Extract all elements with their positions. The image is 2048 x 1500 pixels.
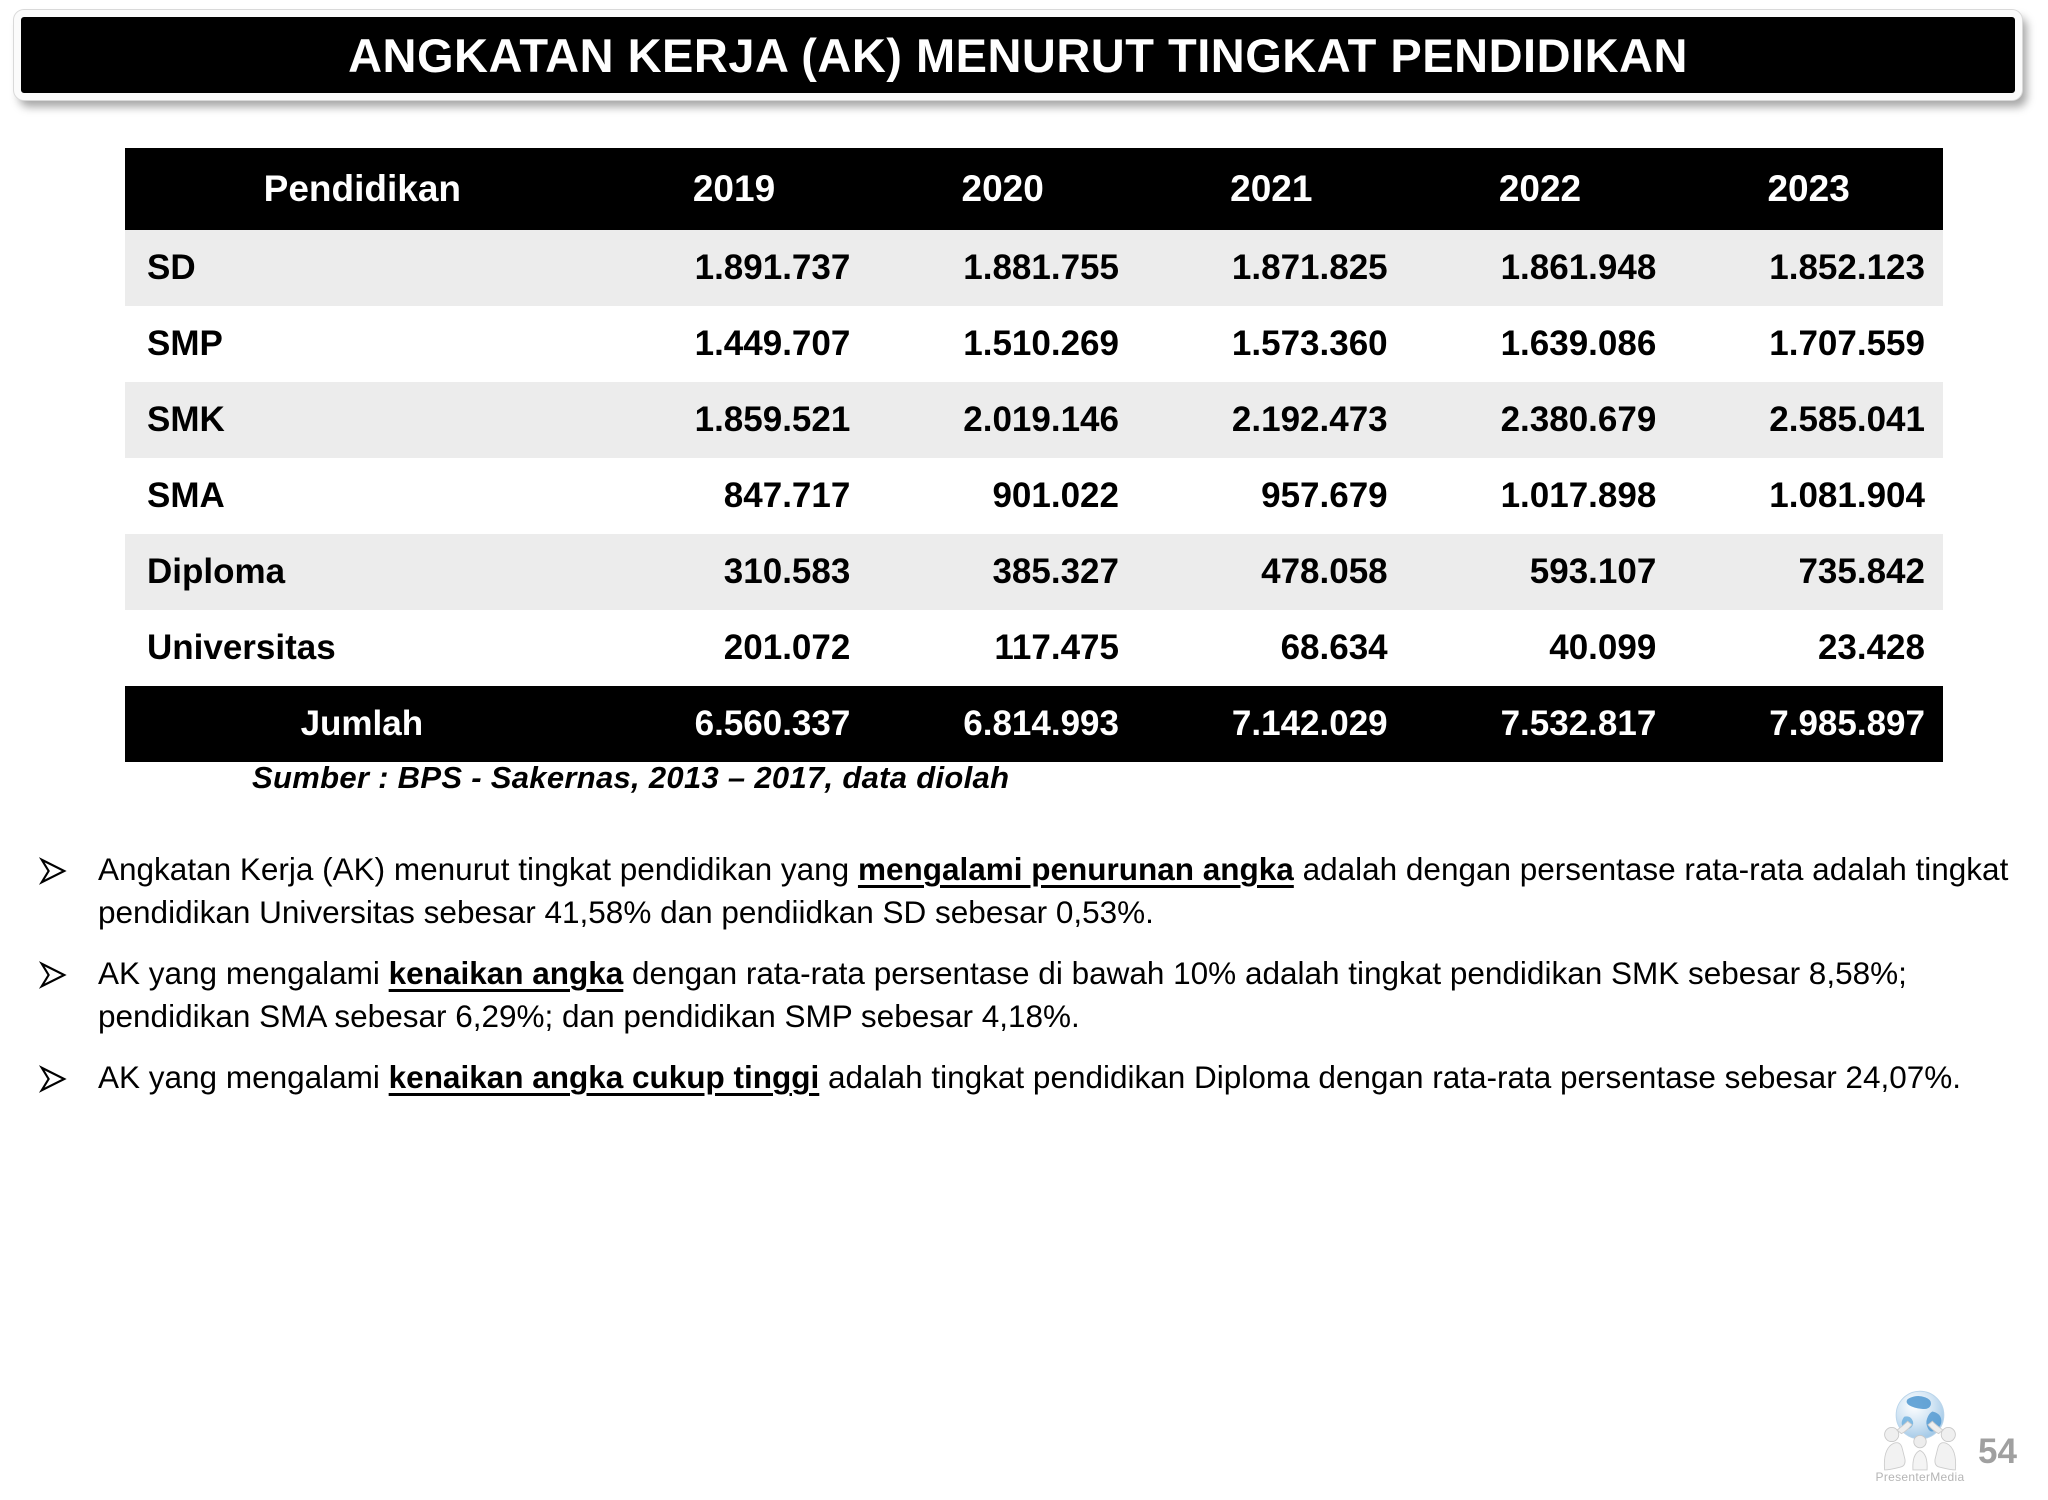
row-label: SD — [125, 230, 600, 306]
table-row: SMA 847.717 901.022 957.679 1.017.898 1.081.9… — [125, 458, 1943, 534]
presentermedia-logo: PresenterMedia — [1868, 1386, 1972, 1496]
page-title: ANGKATAN KERJA (AK) MENURUT TINGKAT PEND… — [348, 28, 1688, 82]
bullet-text-emphasis: kenaikan angka — [388, 954, 624, 991]
bullet-text-emphasis: kenaikan angka cukup tinggi — [388, 1058, 820, 1095]
total-value: 6.814.993 — [868, 686, 1137, 762]
table-row: SMP 1.449.707 1.510.269 1.573.360 1.639.086 1… — [125, 306, 1943, 382]
cell-value: 2.192.473 — [1136, 382, 1406, 458]
bullet-text-segment: AK yang mengalami — [98, 954, 389, 991]
bullet-text: AK yang mengalami kenaikan angka cukup t… — [98, 1056, 2013, 1105]
total-value: 7.142.029 — [1136, 686, 1406, 762]
cell-value: 957.679 — [1261, 476, 1388, 515]
cell-value: 1.573.360 — [1231, 324, 1388, 363]
bullet-text-segment: Angkatan Kerja (AK) menurut tingkat pend… — [98, 851, 858, 887]
bullet-text-segment: adalah dengan persentase rata-rata adala… — [98, 851, 2009, 931]
bullet-arrow-icon — [38, 952, 98, 1039]
cell-value: 40.099 — [1549, 628, 1657, 667]
cell-value: 1.852.123 — [1674, 230, 1943, 306]
bullet-text-segment: adalah tingkat pendidikan Diploma dengan… — [819, 1058, 1962, 1095]
cell-value: 478.058 — [1136, 534, 1406, 610]
cell-value: 310.583 — [599, 534, 869, 610]
cell-value: 385.327 — [868, 534, 1137, 610]
table-row: SD 1.891.737 1.881.755 1.871.825 1.861.948 1.… — [125, 230, 1943, 306]
row-label: Diploma — [125, 534, 600, 610]
cell-value: 847.717 — [723, 476, 851, 515]
bullet-item: AK yang mengalami kenaikan angka dengan … — [38, 952, 2013, 1039]
cell-value: 1.707.559 — [1769, 324, 1925, 363]
total-value: 7.532.817 — [1405, 686, 1675, 762]
row-label: SMK — [125, 382, 600, 458]
cell-value: 1.859.521 — [599, 382, 869, 458]
cell-value: 901.022 — [992, 476, 1119, 515]
column-header-2020: 2020 — [868, 148, 1137, 230]
column-header-2019: 2019 — [599, 148, 869, 230]
column-header-pendidikan: Pendidikan — [125, 148, 600, 230]
table-total-row: Jumlah 6.560.337 6.814.993 7.142.029 7.532.8… — [125, 686, 1943, 762]
column-header-2023: 2023 — [1674, 148, 1943, 230]
cell-value: 1.891.737 — [599, 230, 869, 306]
cell-value: 2.019.146 — [868, 382, 1137, 458]
title-bar: ANGKATAN KERJA (AK) MENURUT TINGKAT PEND… — [14, 10, 2022, 100]
cell-value: 68.634 — [1280, 628, 1388, 667]
education-table-wrap: Pendidikan 2019 2020 2021 2022 2023 SD 1.891.73… — [125, 148, 1943, 762]
bullet-text: AK yang mengalami kenaikan angka dengan … — [98, 952, 2013, 1039]
bullet-item: AK yang mengalami kenaikan angka cukup t… — [38, 1056, 2013, 1105]
cell-value: 1.639.086 — [1500, 324, 1657, 363]
bullet-text-emphasis: mengalami penurunan angka — [857, 851, 1294, 887]
total-value: 6.560.337 — [599, 686, 869, 762]
table-header-row: Pendidikan 2019 2020 2021 2022 2023 — [125, 148, 1943, 230]
cell-value: 735.842 — [1674, 534, 1943, 610]
source-note: Sumber : BPS - Sakernas, 2013 – 2017, da… — [252, 760, 1010, 795]
bullet-arrow-icon — [38, 1056, 98, 1105]
table-row: Universitas 201.072 117.475 68.634 40.099 23.… — [125, 610, 1943, 686]
row-label: Universitas — [147, 628, 336, 667]
table-row: Diploma 310.583 385.327 478.058 593.107 735.8… — [125, 534, 1943, 610]
cell-value: 1.081.904 — [1769, 476, 1925, 515]
cell-value: 201.072 — [723, 628, 851, 667]
bullet-text-segment: AK yang mengalami — [98, 1058, 389, 1095]
row-label: SMP — [147, 324, 223, 363]
cell-value: 1.871.825 — [1136, 230, 1406, 306]
cell-value: 117.475 — [994, 628, 1119, 667]
bullet-text-segment: dengan rata-rata persentase di bawah 10%… — [98, 954, 1907, 1035]
cell-value: 23.428 — [1817, 628, 1925, 667]
bullet-arrow-icon — [38, 848, 98, 935]
table-row: SMK 1.859.521 2.019.146 2.192.473 2.380.679 2… — [125, 382, 1943, 458]
cell-value: 1.861.948 — [1405, 230, 1675, 306]
bullet-list: Angkatan Kerja (AK) menurut tingkat pend… — [38, 848, 2013, 1122]
globe-carried-by-figures-icon — [1883, 1390, 1957, 1471]
logo-caption: PresenterMedia — [1875, 1470, 1965, 1484]
cell-value: 593.107 — [1405, 534, 1675, 610]
total-label: Jumlah — [125, 686, 600, 762]
bullet-item: Angkatan Kerja (AK) menurut tingkat pend… — [38, 848, 2013, 935]
cell-value: 1.510.269 — [963, 324, 1119, 363]
cell-value: 2.585.041 — [1674, 382, 1943, 458]
total-value: 7.985.897 — [1674, 686, 1943, 762]
cell-value: 1.881.755 — [868, 230, 1137, 306]
page-number: 54 — [1978, 1432, 2017, 1471]
column-header-2021: 2021 — [1136, 148, 1406, 230]
cell-value: 1.017.898 — [1500, 476, 1657, 515]
row-label: SMA — [147, 476, 225, 515]
education-table: Pendidikan 2019 2020 2021 2022 2023 SD 1.891.73… — [125, 148, 1943, 762]
cell-value: 2.380.679 — [1405, 382, 1675, 458]
bullet-text: Angkatan Kerja (AK) menurut tingkat pend… — [98, 848, 2013, 935]
column-header-2022: 2022 — [1405, 148, 1675, 230]
cell-value: 1.449.707 — [694, 324, 851, 363]
